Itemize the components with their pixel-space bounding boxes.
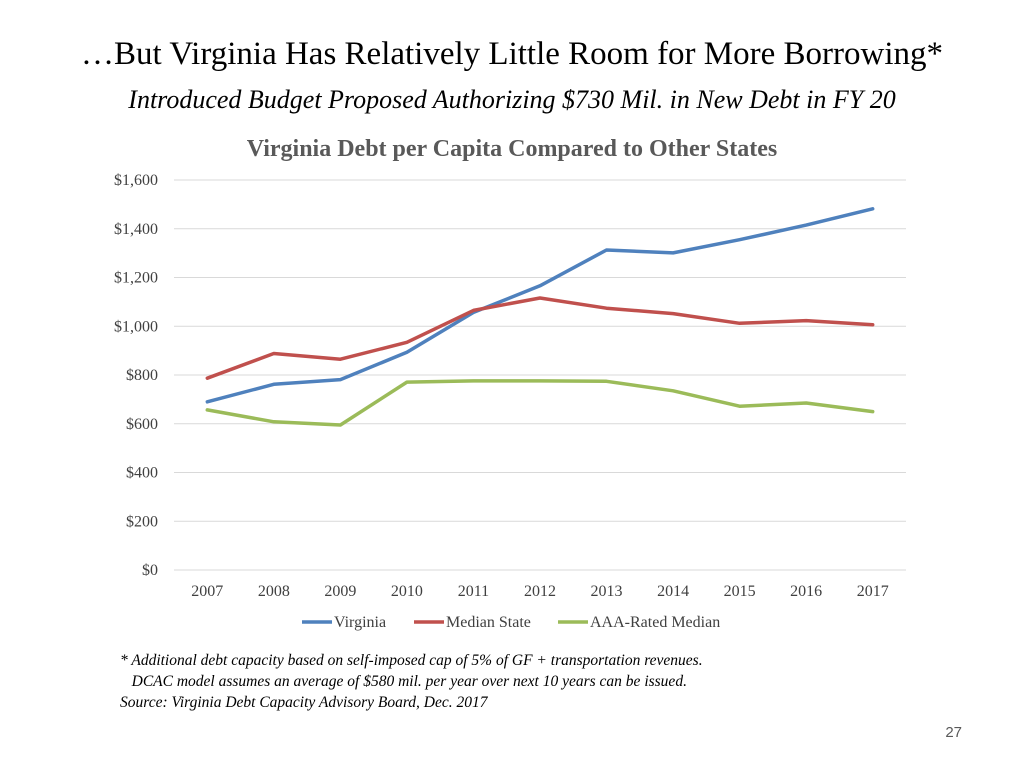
y-tick-label: $1,000 — [114, 318, 158, 335]
series-line-median-state — [205, 296, 875, 380]
y-tick-label: $1,600 — [114, 172, 158, 189]
y-tick-label: $200 — [126, 513, 158, 530]
legend-label: AAA-Rated Median — [590, 614, 720, 631]
slide-title: …But Virginia Has Relatively Little Room… — [80, 36, 944, 72]
y-tick-label: $1,400 — [114, 221, 158, 238]
line-chart: Virginia Debt per Capita Compared to Oth… — [114, 136, 906, 631]
legend-label: Virginia — [334, 614, 386, 631]
footnote-source: Source: Virginia Debt Capacity Advisory … — [120, 694, 488, 711]
page-number: 27 — [945, 724, 962, 741]
chart-gridlines — [174, 179, 906, 571]
y-tick-label: $0 — [142, 562, 158, 579]
x-tick-label: 2007 — [191, 583, 223, 600]
x-tick-label: 2008 — [258, 583, 290, 600]
x-tick-label: 2011 — [458, 583, 489, 600]
y-tick-label: $1,200 — [114, 270, 158, 287]
x-tick-label: 2012 — [524, 583, 556, 600]
x-tick-label: 2017 — [857, 583, 889, 600]
x-tick-label: 2014 — [657, 583, 689, 600]
y-tick-label: $800 — [126, 367, 158, 384]
chart-title: Virginia Debt per Capita Compared to Oth… — [247, 136, 777, 162]
x-tick-label: 2016 — [790, 583, 822, 600]
y-tick-label: $600 — [126, 416, 158, 433]
chart-legend: Virginia Median State AAA-Rated Median — [302, 614, 720, 631]
x-tick-label: 2013 — [591, 583, 623, 600]
x-tick-label: 2015 — [724, 583, 756, 600]
footnote-line: * Additional debt capacity based on self… — [120, 652, 703, 669]
x-tick-label: 2009 — [324, 583, 356, 600]
series-line-aaa-rated-median — [205, 379, 875, 427]
series-line-virginia — [205, 207, 875, 404]
slide-subtitle: Introduced Budget Proposed Authorizing $… — [128, 85, 896, 114]
x-tick-label: 2010 — [391, 583, 423, 600]
chart-series — [205, 207, 875, 427]
footnote-line: DCAC model assumes an average of $580 mi… — [120, 673, 687, 690]
footnote: * Additional debt capacity based on self… — [120, 650, 880, 713]
x-axis-ticks: 2007 2008 2009 2010 2011 2012 2013 2014 2015 2016… — [191, 583, 888, 600]
y-tick-label: $400 — [126, 465, 158, 482]
y-axis-ticks: $0 $200 $400 $600 $800 $1,000 $1,200 $1,400 $1,6… — [114, 172, 158, 579]
legend-label: Median State — [446, 614, 531, 631]
